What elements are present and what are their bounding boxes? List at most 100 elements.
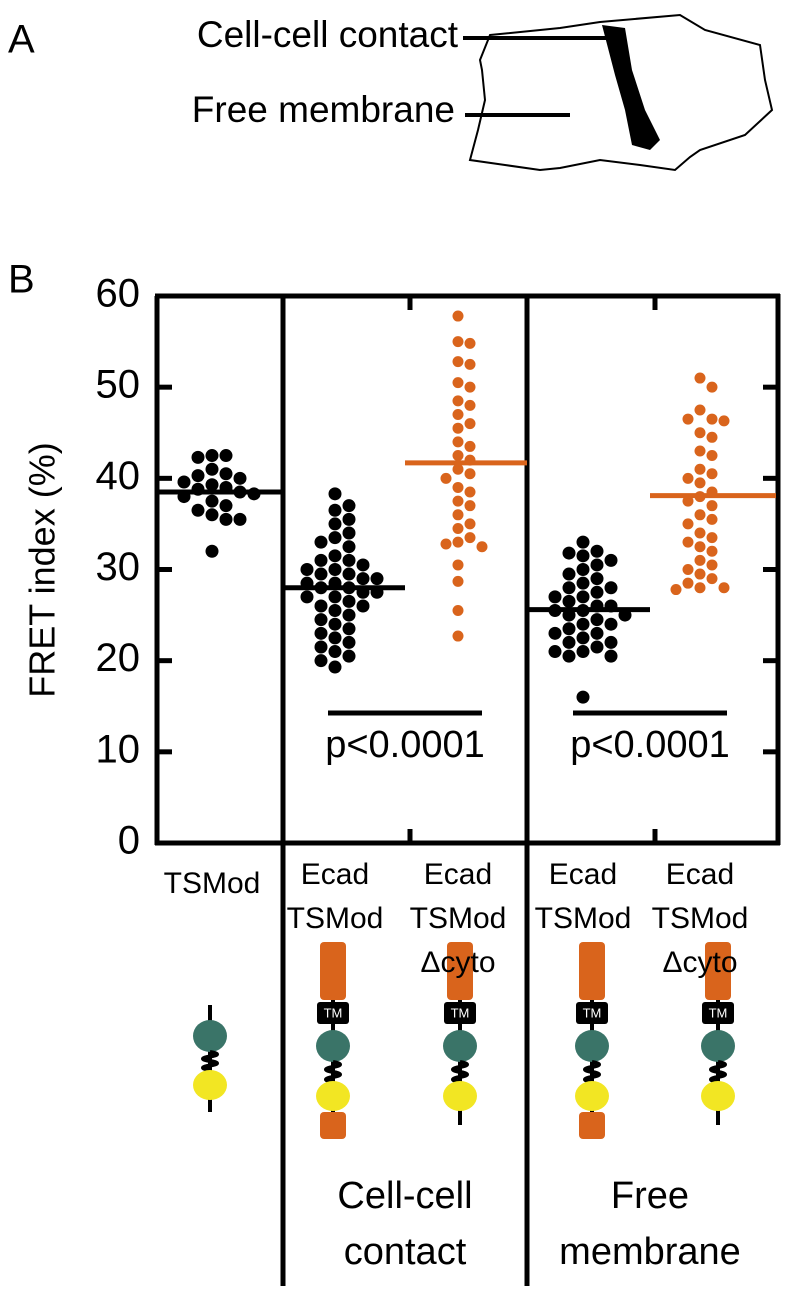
fluorophore-yellow: [701, 1081, 735, 1111]
cadherin-ectodomain: [447, 942, 473, 1000]
data-point: [576, 576, 590, 590]
data-point: [706, 513, 718, 525]
data-point: [706, 559, 718, 571]
data-point: [694, 404, 706, 416]
data-point: [562, 567, 576, 581]
data-point: [342, 512, 356, 526]
x-tick-label: Ecad: [666, 858, 734, 891]
linker-spring: [324, 1060, 342, 1084]
section-label: contact: [344, 1231, 467, 1273]
fluorophore-yellow: [193, 1070, 227, 1100]
data-point: [328, 604, 342, 618]
data-point: [604, 553, 618, 567]
data-point: [314, 599, 328, 613]
data-point: [694, 541, 706, 553]
x-tick-label: TSMod: [410, 902, 507, 935]
data-point: [706, 413, 718, 425]
data-point: [548, 590, 562, 604]
data-point: [464, 337, 476, 349]
data-point: [682, 564, 694, 575]
section-label: Free: [611, 1175, 689, 1217]
cytoplasmic-tail: [320, 1112, 346, 1139]
cell-outline: [468, 13, 774, 172]
x-tick-label: TSMod: [652, 902, 749, 935]
data-point: [342, 540, 356, 554]
data-point: [604, 635, 618, 649]
p-value: p<0.0001: [570, 724, 730, 766]
data-point: [694, 463, 706, 475]
data-point: [342, 594, 356, 608]
data-point: [452, 522, 464, 534]
diagram-label: Free membrane: [192, 89, 455, 130]
data-point: [682, 472, 694, 484]
data-point: [694, 527, 706, 539]
data-point: [452, 630, 464, 642]
x-tick-label: TSMod: [287, 902, 384, 935]
linker-spring: [451, 1060, 469, 1084]
data-point: [328, 660, 342, 674]
data-point: [464, 399, 476, 411]
section-label: Cell-cell: [337, 1175, 472, 1217]
data-point: [370, 572, 384, 586]
data-point: [356, 572, 370, 586]
data-point: [464, 440, 476, 452]
data-point: [464, 468, 476, 480]
data-point: [464, 532, 476, 544]
data-point: [562, 594, 576, 608]
data-point: [205, 478, 219, 492]
cytoplasmic-tail: [579, 1112, 605, 1139]
y-tick-label: 0: [118, 819, 140, 863]
diagram-label: Cell-cell contact: [197, 14, 459, 55]
transmembrane-box: [317, 1002, 349, 1024]
data-point: [342, 635, 356, 649]
data-point: [590, 585, 604, 599]
data-point: [452, 422, 464, 434]
section-label: membrane: [559, 1231, 741, 1273]
data-point: [314, 654, 328, 668]
y-tick-label: 30: [96, 545, 141, 589]
data-point: [191, 503, 205, 517]
x-tick-label: Δcyto: [662, 946, 737, 979]
data-point: [452, 509, 464, 521]
y-tick-label: 40: [96, 454, 141, 498]
data-point: [590, 626, 604, 640]
x-tick-label: Ecad: [424, 858, 492, 891]
data-point: [694, 509, 706, 521]
data-point: [694, 445, 706, 457]
data-point: [328, 531, 342, 545]
data-point: [300, 590, 314, 604]
data-point: [548, 645, 562, 659]
data-point: [694, 372, 706, 384]
data-point: [356, 599, 370, 613]
data-point: [590, 613, 604, 627]
data-point: [328, 517, 342, 531]
fluorophore-teal: [575, 1030, 609, 1062]
data-point: [706, 468, 718, 480]
data-point: [476, 541, 488, 553]
data-point: [452, 605, 464, 617]
panel-label: A: [8, 18, 35, 62]
y-tick-label: 10: [96, 727, 141, 771]
data-point: [342, 526, 356, 540]
data-point: [314, 535, 328, 549]
linker-spring: [201, 1050, 219, 1072]
data-point: [177, 475, 191, 489]
data-point: [464, 500, 476, 512]
data-point: [314, 626, 328, 640]
data-point: [464, 518, 476, 530]
data-point: [682, 518, 694, 530]
data-point: [562, 546, 576, 560]
data-point: [328, 617, 342, 631]
data-point: [718, 582, 730, 594]
data-point: [576, 535, 590, 549]
data-point: [682, 536, 694, 548]
data-point: [205, 449, 219, 463]
data-point: [562, 622, 576, 636]
data-point: [314, 640, 328, 654]
data-point: [452, 559, 464, 571]
data-point: [205, 462, 219, 476]
data-point: [452, 310, 464, 322]
data-point: [452, 377, 464, 389]
data-point: [233, 512, 247, 526]
